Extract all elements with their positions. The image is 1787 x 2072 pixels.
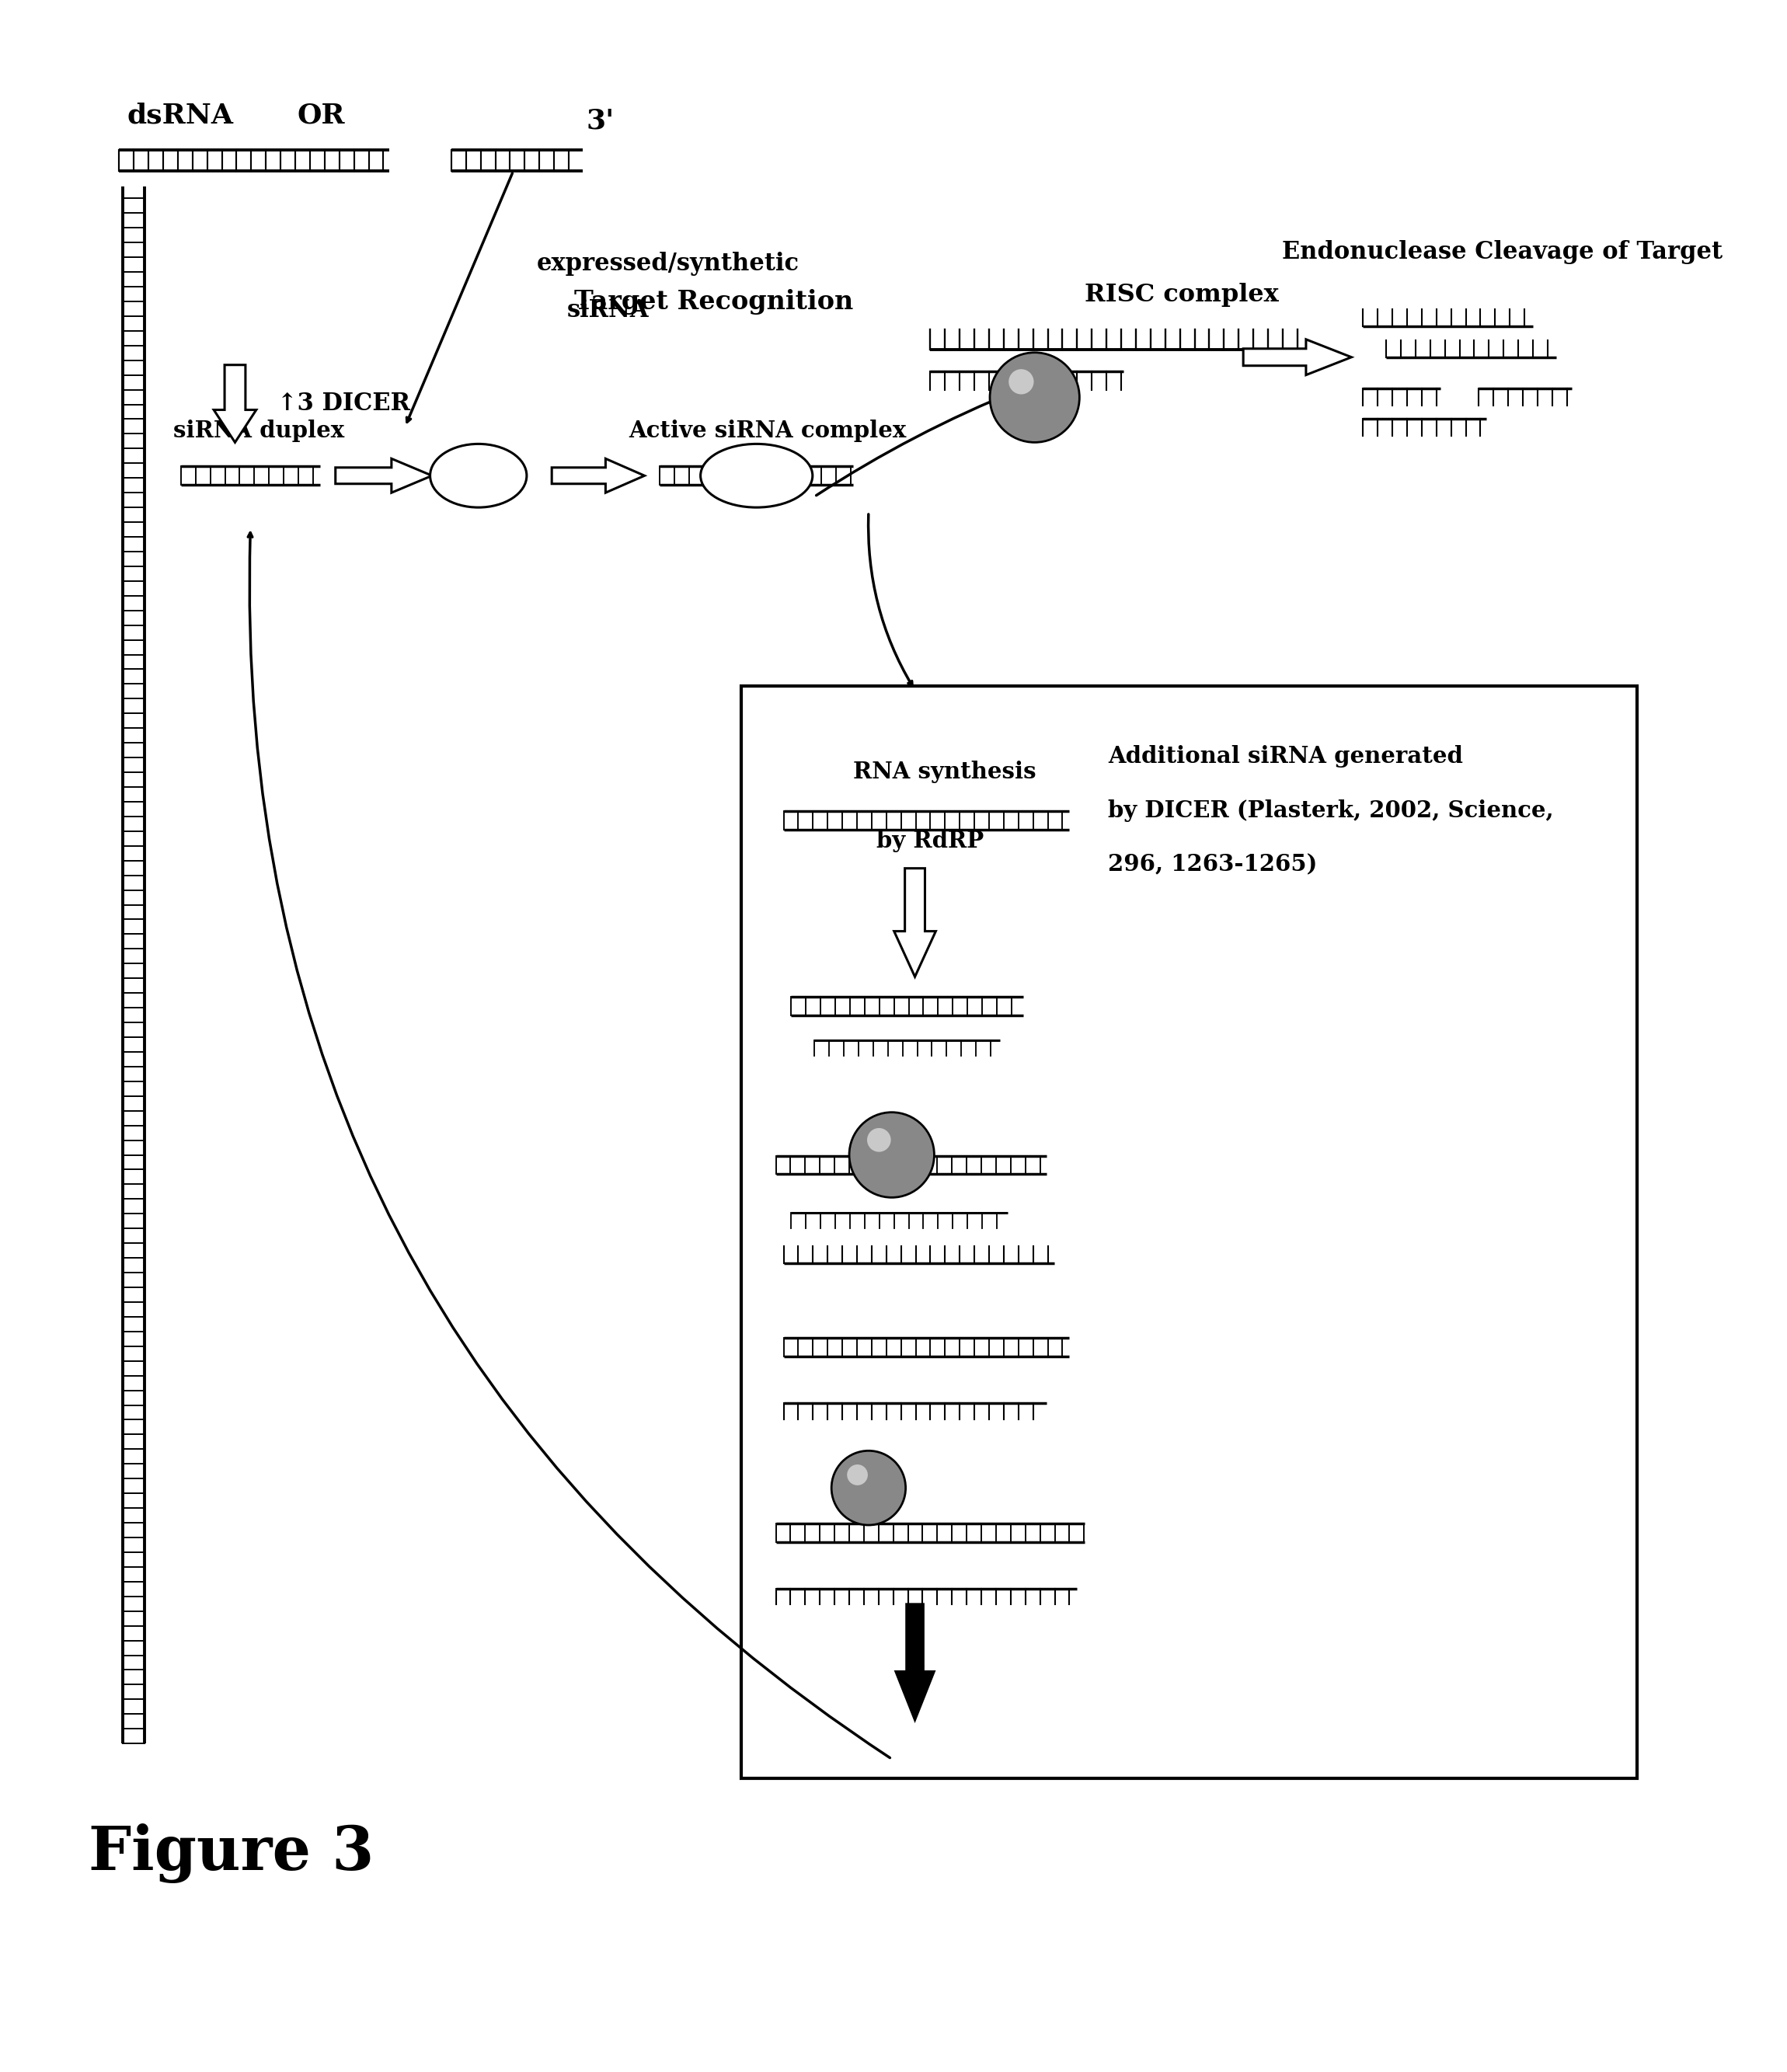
Text: by RdRP: by RdRP xyxy=(876,829,983,852)
Polygon shape xyxy=(214,365,256,441)
Text: RNA synthesis: RNA synthesis xyxy=(852,760,1036,783)
Text: siRNA: siRNA xyxy=(566,298,649,323)
Text: dsRNA: dsRNA xyxy=(127,102,234,128)
Text: expressed/synthetic: expressed/synthetic xyxy=(536,253,799,276)
Circle shape xyxy=(867,1127,892,1152)
Text: siRNA duplex: siRNA duplex xyxy=(173,421,345,441)
Text: 296, 1263-1265): 296, 1263-1265) xyxy=(1108,854,1317,876)
Polygon shape xyxy=(336,458,432,493)
Text: RISC complex: RISC complex xyxy=(1085,282,1279,307)
Polygon shape xyxy=(552,458,645,493)
Ellipse shape xyxy=(431,443,527,508)
Text: by DICER (Plasterk, 2002, Science,: by DICER (Plasterk, 2002, Science, xyxy=(1108,800,1553,823)
FancyBboxPatch shape xyxy=(742,686,1637,1778)
Text: Active siRNA complex: Active siRNA complex xyxy=(629,421,906,441)
Ellipse shape xyxy=(701,443,813,508)
Text: OR: OR xyxy=(297,102,345,128)
Circle shape xyxy=(990,352,1079,441)
Circle shape xyxy=(1008,369,1033,394)
Text: Target Recognition: Target Recognition xyxy=(574,288,854,315)
Text: ↑3 DICER: ↑3 DICER xyxy=(277,392,411,416)
Circle shape xyxy=(831,1450,906,1525)
Text: Additional siRNA generated: Additional siRNA generated xyxy=(1108,746,1464,767)
Circle shape xyxy=(849,1113,935,1198)
Circle shape xyxy=(847,1465,868,1486)
Polygon shape xyxy=(1244,340,1351,375)
Text: Endonuclease Cleavage of Target: Endonuclease Cleavage of Target xyxy=(1281,240,1723,265)
Text: Figure 3: Figure 3 xyxy=(88,1823,373,1883)
Polygon shape xyxy=(895,1604,935,1720)
Text: 3': 3' xyxy=(586,108,615,135)
Polygon shape xyxy=(894,868,936,976)
